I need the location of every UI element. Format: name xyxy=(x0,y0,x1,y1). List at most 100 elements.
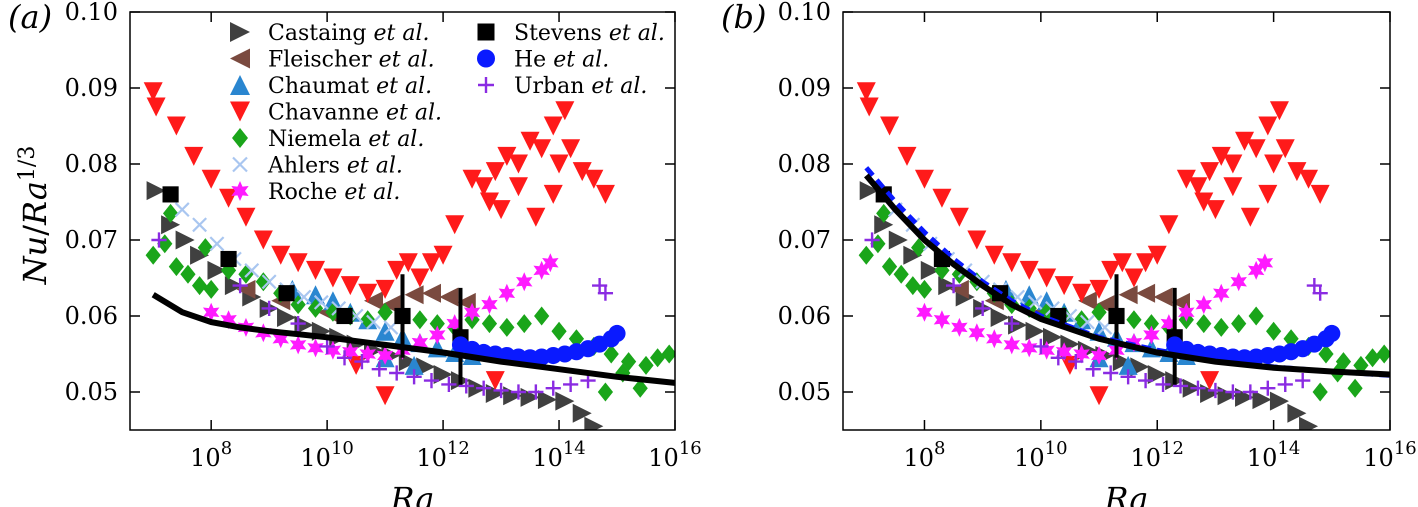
data-point xyxy=(474,177,494,197)
data-point xyxy=(359,344,376,364)
data-point xyxy=(491,200,511,220)
legend-marker xyxy=(477,49,495,68)
data-point xyxy=(1200,162,1220,182)
data-point xyxy=(1231,314,1247,334)
data-point xyxy=(1190,380,1206,396)
data-point xyxy=(411,333,429,353)
data-point xyxy=(551,321,567,341)
panel-b: (b) 0.05 0.06 0.07 0.08 0.09 0.10 108 1010 1012 10… xyxy=(721,0,1417,507)
data-point xyxy=(949,279,969,299)
legend-marker xyxy=(232,156,248,173)
data-point xyxy=(1213,317,1229,337)
data-point xyxy=(1072,283,1092,303)
data-point xyxy=(1277,376,1293,392)
data-point xyxy=(410,268,430,288)
data-point xyxy=(323,291,343,311)
data-point xyxy=(161,215,181,235)
legend-marker xyxy=(477,23,495,41)
data-point xyxy=(479,192,499,212)
data-point xyxy=(290,316,306,332)
data-point xyxy=(1147,365,1167,385)
data-point xyxy=(192,217,208,233)
legend-label: Niemela et al. xyxy=(268,127,424,152)
panel-label: (b) xyxy=(721,0,766,36)
data-point xyxy=(1194,192,1214,212)
data-point xyxy=(543,184,563,204)
data-point xyxy=(220,310,237,330)
data-point xyxy=(336,307,353,325)
y-axis-label: Nu/Ra1/3 xyxy=(15,146,54,286)
data-point xyxy=(277,308,297,328)
data-point xyxy=(516,272,533,292)
data-point xyxy=(1323,324,1341,343)
data-point xyxy=(1269,391,1289,411)
data-point xyxy=(608,324,626,343)
x-tick-label: 1012 xyxy=(416,438,469,472)
data-point xyxy=(162,203,179,223)
data-point xyxy=(932,188,952,208)
data-point xyxy=(389,365,405,381)
data-point xyxy=(584,169,604,189)
data-point xyxy=(272,329,289,349)
legend-marker xyxy=(230,101,250,122)
y-tick-label: 0.06 xyxy=(65,302,118,330)
data-point xyxy=(497,146,517,166)
data-point xyxy=(1101,260,1121,280)
legend-label: Ahlers et al. xyxy=(267,154,403,179)
data-point xyxy=(1090,346,1108,366)
data-point xyxy=(421,253,441,273)
data-point xyxy=(404,355,424,375)
data-point xyxy=(1025,321,1045,341)
data-point xyxy=(510,384,527,400)
data-point xyxy=(920,260,940,280)
data-point xyxy=(1312,382,1328,402)
data-point xyxy=(398,253,418,273)
data-point xyxy=(1019,285,1039,305)
data-point xyxy=(1295,373,1311,389)
data-point xyxy=(387,260,407,280)
data-point xyxy=(549,154,569,174)
data-point xyxy=(572,403,592,423)
fit-curve xyxy=(864,173,1390,378)
data-point xyxy=(542,253,559,273)
data-point xyxy=(278,285,295,302)
data-point xyxy=(244,262,260,278)
legend: Castaing et al.Fleischer et al.Chaumat e… xyxy=(230,21,665,205)
data-point xyxy=(572,162,592,182)
data-point xyxy=(1027,294,1043,310)
data-point xyxy=(990,308,1010,328)
legend-label: Stevens et al. xyxy=(514,21,665,46)
x-tick-label: 1014 xyxy=(532,438,585,472)
data-point xyxy=(1266,321,1282,341)
data-point xyxy=(638,355,654,375)
data-point xyxy=(236,207,256,227)
data-point xyxy=(975,300,991,316)
data-point xyxy=(358,283,378,303)
data-point xyxy=(1126,310,1142,330)
data-point xyxy=(493,382,509,399)
y-tick-label: 0.05 xyxy=(65,378,118,406)
data-point xyxy=(429,325,446,345)
data-point xyxy=(485,371,505,391)
data-point xyxy=(508,154,528,174)
data-point xyxy=(1020,338,1038,358)
data-point xyxy=(986,329,1003,349)
data-point xyxy=(1312,285,1328,301)
data-point xyxy=(945,278,962,294)
data-point xyxy=(1172,378,1189,394)
data-point xyxy=(485,162,505,182)
data-point xyxy=(463,302,481,322)
data-point xyxy=(498,283,516,303)
y-tick-label: 0.10 xyxy=(65,0,118,26)
y-tick-label: 0.08 xyxy=(65,150,118,178)
data-point xyxy=(1112,253,1132,273)
data-point xyxy=(375,321,395,341)
data-point xyxy=(984,245,1004,265)
data-point xyxy=(532,139,552,159)
legend-marker xyxy=(232,128,248,148)
legend-item-he: He et al. xyxy=(477,48,609,73)
data-point xyxy=(537,390,557,410)
data-point xyxy=(880,116,900,136)
data-point xyxy=(1258,184,1278,204)
data-point xyxy=(1230,272,1247,292)
